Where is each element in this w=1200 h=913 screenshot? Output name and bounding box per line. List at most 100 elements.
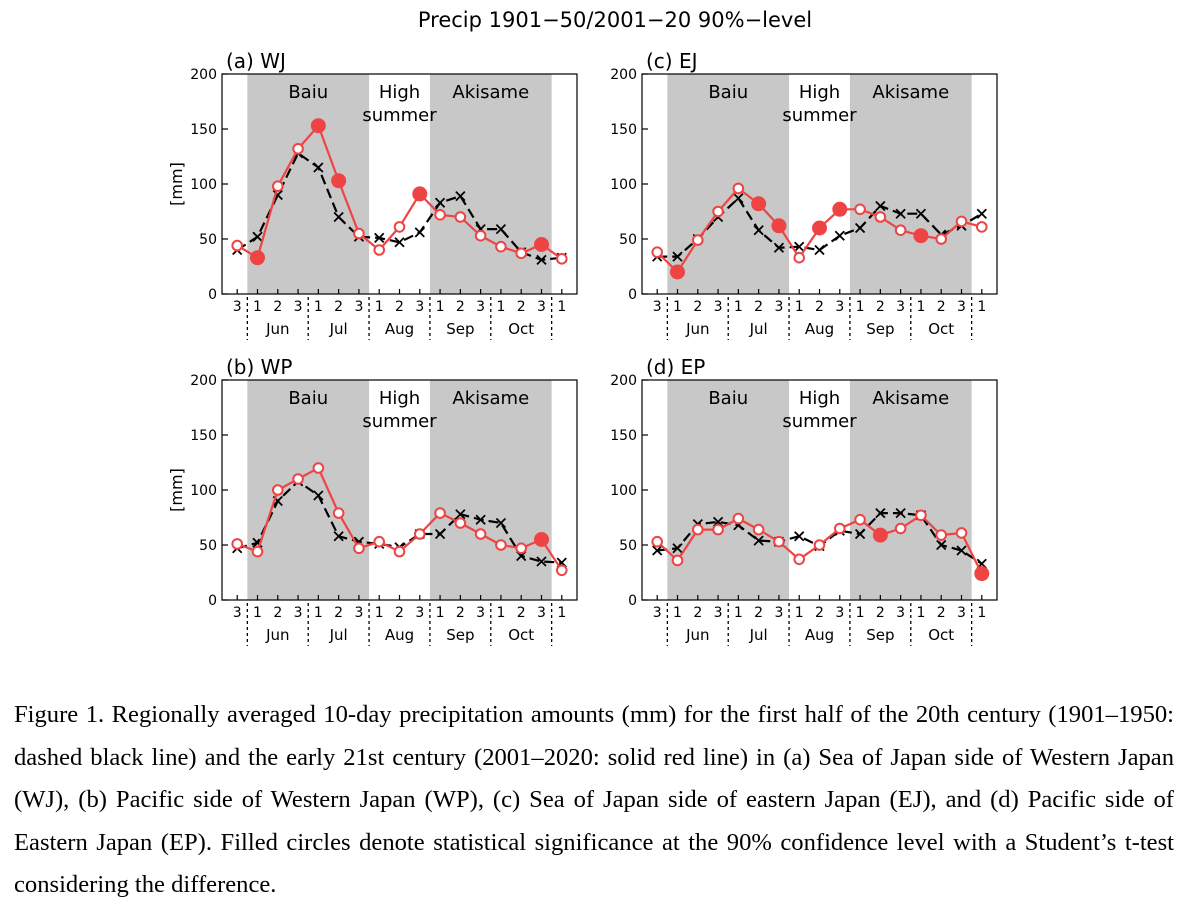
panel-label: (b) WP (226, 355, 293, 379)
x-tick-label: 3 (896, 605, 905, 621)
x-tick-label: 1 (314, 605, 323, 621)
series-1901-1950-point (956, 545, 967, 556)
series-1901-1950-point (313, 162, 324, 173)
series-2001-2020-point (271, 484, 284, 496)
series-2001-2020-point-significant (670, 264, 685, 280)
series-2001-2020-point (732, 512, 745, 525)
x-tick-label: 2 (693, 605, 702, 621)
panel-label: (d) EP (646, 355, 705, 379)
x-tick-label: 2 (754, 299, 763, 315)
series-1901-1950-point (313, 490, 324, 501)
series-1901-1950-point (976, 208, 987, 219)
series-1901-1950-point (854, 222, 866, 234)
series-1901-1950-point (834, 230, 845, 241)
x-tick-label: 3 (537, 605, 546, 621)
figure-title: Precip 1901−50/2001−20 90%−level (418, 8, 812, 32)
series-2001-2020-point (292, 473, 304, 485)
series-2001-2020-point-significant (771, 218, 787, 234)
x-tick-label: 3 (653, 605, 662, 621)
x-tick-label: 3 (476, 299, 485, 315)
period-label: summer (362, 411, 437, 432)
series-2001-2020-point (495, 539, 507, 551)
series-2001-2020-point-significant (534, 532, 549, 547)
series-1901-1950-point (915, 208, 927, 219)
series-2001-2020-point (651, 535, 664, 548)
series-2001-2020-point (434, 507, 446, 519)
month-label: Aug (805, 626, 834, 644)
series-2001-2020-point (813, 539, 826, 551)
series-2001-2020-point (833, 522, 846, 535)
period-label: summer (782, 105, 857, 126)
month-label: Jul (749, 320, 768, 338)
series-2001-2020-point (555, 252, 568, 265)
series-1901-1950-point (374, 232, 385, 244)
series-1901-1950-point (536, 556, 547, 567)
month-label: Sep (866, 626, 894, 644)
shaded-period (849, 380, 972, 600)
series-2001-2020-point (495, 240, 507, 253)
y-tick-label: 200 (190, 67, 217, 83)
x-tick-label: 1 (916, 299, 925, 315)
month-label: Oct (928, 320, 954, 338)
y-tick-label: 150 (190, 122, 217, 138)
x-tick-label: 1 (977, 605, 986, 621)
x-tick-label: 2 (754, 605, 763, 621)
month-label: Jun (265, 626, 289, 644)
series-2001-2020-point (434, 209, 446, 221)
series-2001-2020-point (691, 523, 704, 536)
series-2001-2020-point (915, 509, 927, 522)
y-tick-label: 50 (199, 232, 217, 248)
x-tick-label: 3 (354, 605, 363, 621)
series-2001-2020-point (515, 542, 528, 555)
x-tick-label: 2 (517, 299, 526, 315)
x-tick-label: 3 (835, 299, 844, 315)
x-tick-label: 1 (673, 299, 682, 315)
series-2001-2020-point-significant (310, 118, 326, 134)
x-tick-label: 3 (233, 605, 242, 621)
month-label: Oct (928, 626, 954, 644)
y-axis-label: [mm] (167, 468, 186, 512)
x-tick-label: 1 (496, 299, 505, 315)
series-2001-2020-point (353, 227, 365, 240)
x-tick-label: 3 (957, 299, 966, 315)
series-1901-1950-point (455, 509, 466, 520)
month-label: Oct (508, 626, 534, 644)
period-label: Akisame (452, 388, 529, 409)
series-1901-1950-point (753, 225, 764, 236)
panel-label: (c) EJ (646, 49, 698, 73)
series-2001-2020-point (373, 535, 386, 548)
series-1901-1950-point (895, 208, 906, 219)
series-2001-2020-point-significant (812, 220, 827, 236)
series-2001-2020-point (393, 545, 406, 558)
x-tick-label: 1 (856, 605, 865, 621)
x-tick-label: 1 (795, 299, 804, 315)
series-2001-2020-point (793, 553, 806, 566)
x-tick-label: 3 (957, 605, 966, 621)
y-tick-label: 0 (628, 593, 637, 609)
x-tick-label: 1 (253, 299, 262, 315)
period-label: High (379, 82, 420, 103)
series-2001-2020-point (312, 462, 325, 474)
panel-label: (a) WJ (226, 49, 286, 73)
x-tick-label: 2 (693, 299, 702, 315)
shaded-period (429, 380, 552, 600)
period-label: Baiu (288, 82, 328, 103)
month-label: Sep (446, 626, 474, 644)
series-1901-1950-point (875, 507, 886, 519)
series-2001-2020-point (353, 542, 365, 555)
x-tick-label: 1 (436, 299, 445, 315)
y-tick-label: 0 (208, 287, 217, 303)
series-1901-1950-point (252, 231, 263, 242)
y-tick-label: 150 (190, 428, 217, 444)
series-1901-1950-point (455, 190, 466, 202)
x-tick-label: 2 (334, 605, 343, 621)
series-2001-2020-point (773, 535, 785, 548)
series-1901-1950-point (495, 517, 507, 529)
shaded-period (849, 74, 972, 294)
x-tick-label: 1 (977, 299, 986, 315)
series-2001-2020-point (894, 522, 907, 535)
x-tick-label: 3 (653, 299, 662, 315)
period-label: Akisame (452, 82, 529, 103)
